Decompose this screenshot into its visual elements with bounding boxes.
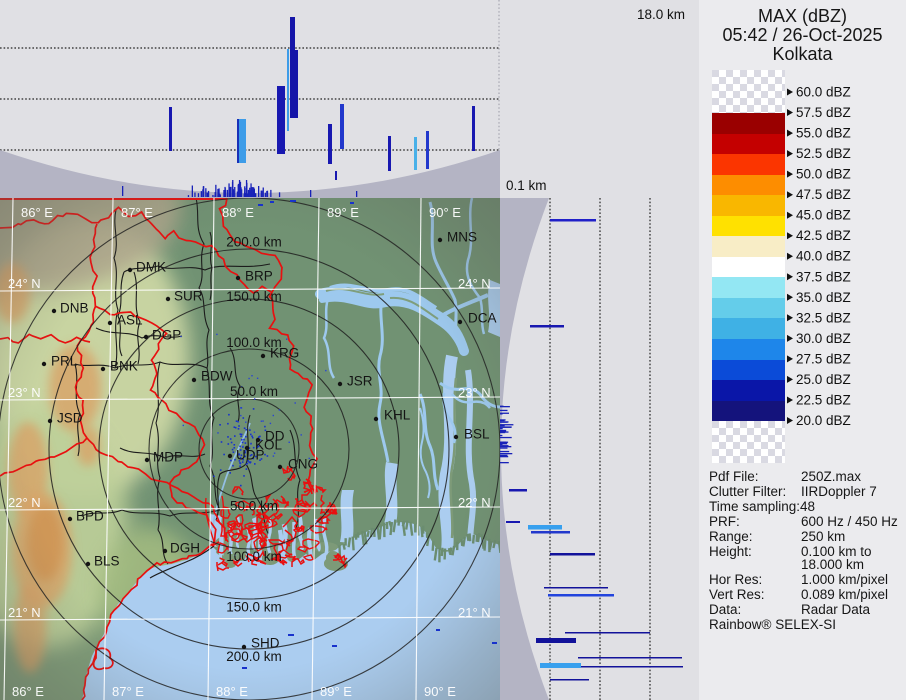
- svg-text:35.0 dBZ: 35.0 dBZ: [796, 290, 851, 305]
- svg-text:DCA: DCA: [468, 311, 497, 326]
- svg-text:BNK: BNK: [110, 359, 138, 374]
- svg-text:150.0 km: 150.0 km: [226, 289, 282, 304]
- svg-text:21° N: 21° N: [8, 605, 41, 620]
- svg-text:150.0 km: 150.0 km: [226, 600, 282, 615]
- svg-text:JSR: JSR: [347, 374, 373, 389]
- svg-text:27.5 dBZ: 27.5 dBZ: [796, 351, 851, 366]
- svg-text:20.0 dBZ: 20.0 dBZ: [796, 413, 851, 428]
- svg-text:50.0 km: 50.0 km: [230, 384, 278, 399]
- svg-text:DGP: DGP: [152, 328, 181, 343]
- svg-text:42.5 dBZ: 42.5 dBZ: [796, 228, 851, 243]
- svg-text:DNB: DNB: [60, 301, 89, 316]
- svg-text:86° E: 86° E: [21, 205, 53, 220]
- svg-text:45.0 dBZ: 45.0 dBZ: [796, 208, 851, 223]
- svg-text:40.0 dBZ: 40.0 dBZ: [796, 249, 851, 264]
- svg-text:ASL: ASL: [117, 313, 143, 328]
- svg-text:89° E: 89° E: [327, 205, 359, 220]
- svg-text:32.5 dBZ: 32.5 dBZ: [796, 310, 851, 325]
- svg-text:87° E: 87° E: [121, 205, 153, 220]
- svg-text:KOL: KOL: [255, 438, 283, 453]
- svg-text:SUR: SUR: [174, 289, 203, 304]
- svg-text:24° N: 24° N: [458, 276, 491, 291]
- svg-text:23° N: 23° N: [458, 385, 491, 400]
- svg-text:0.1 km: 0.1 km: [506, 178, 547, 193]
- svg-text:MDP: MDP: [153, 450, 183, 465]
- svg-text:88° E: 88° E: [222, 205, 254, 220]
- svg-text:90° E: 90° E: [429, 205, 461, 220]
- svg-text:BRP: BRP: [245, 269, 273, 284]
- svg-text:22° N: 22° N: [458, 495, 491, 510]
- svg-text:37.5 dBZ: 37.5 dBZ: [796, 269, 851, 284]
- svg-text:DD: DD: [265, 429, 285, 444]
- svg-text:BLS: BLS: [94, 554, 120, 569]
- svg-text:52.5 dBZ: 52.5 dBZ: [796, 146, 851, 161]
- svg-text:22.5 dBZ: 22.5 dBZ: [796, 393, 851, 408]
- svg-text:89° E: 89° E: [320, 684, 352, 699]
- svg-text:60.0 dBZ: 60.0 dBZ: [796, 85, 851, 100]
- svg-text:UDP: UDP: [236, 448, 265, 463]
- svg-text:MNS: MNS: [447, 230, 477, 245]
- svg-text:22° N: 22° N: [8, 495, 41, 510]
- svg-text:57.5 dBZ: 57.5 dBZ: [796, 105, 851, 120]
- svg-text:CNG: CNG: [288, 457, 318, 472]
- svg-text:100.0 km: 100.0 km: [226, 335, 282, 350]
- svg-text:200.0 km: 200.0 km: [226, 235, 282, 250]
- svg-text:BPD: BPD: [76, 509, 104, 524]
- svg-text:50.0 km: 50.0 km: [230, 499, 278, 514]
- svg-text:88° E: 88° E: [216, 684, 248, 699]
- svg-text:DMK: DMK: [136, 260, 166, 275]
- svg-text:86° E: 86° E: [12, 684, 44, 699]
- svg-text:JSD: JSD: [57, 411, 83, 426]
- svg-text:SHD: SHD: [251, 636, 280, 651]
- svg-text:100.0 km: 100.0 km: [226, 549, 282, 564]
- svg-text:200.0 km: 200.0 km: [226, 649, 282, 664]
- svg-text:BSL: BSL: [464, 427, 490, 442]
- svg-text:BDW: BDW: [201, 369, 233, 384]
- svg-text:55.0 dBZ: 55.0 dBZ: [796, 126, 851, 141]
- svg-text:KHL: KHL: [384, 408, 411, 423]
- svg-text:47.5 dBZ: 47.5 dBZ: [796, 187, 851, 202]
- svg-text:KRG: KRG: [270, 346, 299, 361]
- svg-text:50.0 dBZ: 50.0 dBZ: [796, 167, 851, 182]
- svg-text:24° N: 24° N: [8, 276, 41, 291]
- svg-text:87° E: 87° E: [112, 684, 144, 699]
- svg-text:25.0 dBZ: 25.0 dBZ: [796, 372, 851, 387]
- svg-text:90° E: 90° E: [424, 684, 456, 699]
- svg-text:23° N: 23° N: [8, 385, 41, 400]
- svg-text:21° N: 21° N: [458, 605, 491, 620]
- svg-text:30.0 dBZ: 30.0 dBZ: [796, 331, 851, 346]
- svg-text:18.0 km: 18.0 km: [637, 7, 685, 22]
- svg-text:DGH: DGH: [170, 541, 200, 556]
- svg-text:PRL: PRL: [51, 354, 78, 369]
